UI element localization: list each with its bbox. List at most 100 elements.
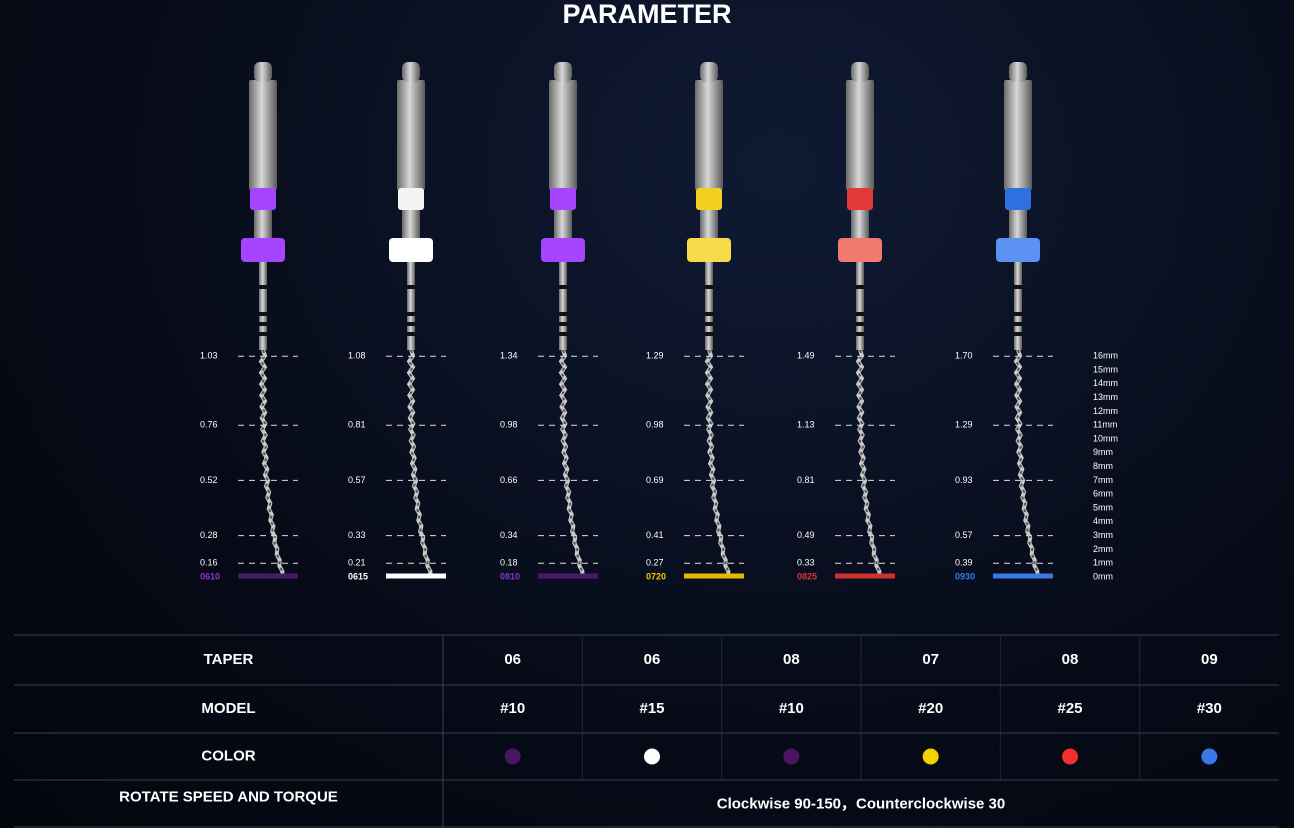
code-label: 0810: [500, 571, 520, 581]
stopper: [541, 238, 585, 262]
cell: #10: [779, 700, 804, 717]
wire: [258, 349, 285, 578]
scale-label: 1mm: [1093, 558, 1113, 568]
diameter-label: 0.49: [797, 530, 815, 540]
diameter-label: 0.81: [348, 420, 366, 430]
wire: [704, 349, 731, 578]
shaft-band: [407, 332, 415, 336]
row-label: MODEL: [201, 700, 255, 717]
cell: #20: [918, 700, 943, 717]
code-label: 0930: [955, 571, 975, 581]
diameter-label: 0.18: [500, 558, 518, 568]
ring: [696, 188, 722, 210]
diameter-label: 1.08: [348, 351, 366, 361]
shaft: [705, 262, 713, 350]
diameter-label: 0.39: [955, 558, 973, 568]
code-bar: [835, 573, 895, 579]
diameter-label: 0.66: [500, 475, 518, 485]
scale-label: 15mm: [1093, 364, 1118, 374]
scale-label: 3mm: [1093, 530, 1113, 540]
cell: 09: [1201, 651, 1218, 668]
handle-top: [254, 62, 272, 82]
color-swatch: [644, 748, 660, 765]
stopper: [241, 238, 285, 262]
diameter-label: 0.76: [200, 420, 218, 430]
handle-top: [851, 62, 869, 82]
ring: [398, 188, 424, 210]
code-bar: [238, 573, 298, 579]
neck: [554, 210, 572, 240]
diameter-label: 0.81: [797, 475, 815, 485]
handle: [1004, 80, 1032, 190]
code-label: 0720: [646, 571, 666, 581]
shaft: [559, 262, 567, 350]
shaft-band: [259, 285, 267, 289]
file: 1.70 1.29 0.93 0.57 0.39 0930: [955, 62, 1053, 581]
wire-twist: [407, 349, 432, 578]
scale-label: 12mm: [1093, 406, 1118, 416]
shaft-band: [559, 285, 567, 289]
file: 1.49 1.13 0.81 0.49 0.33 0825: [797, 62, 895, 581]
scale-label: 9mm: [1093, 447, 1113, 457]
scale-label: 10mm: [1093, 433, 1118, 443]
shaft-band: [856, 332, 864, 336]
handle: [695, 80, 723, 190]
stopper: [687, 238, 731, 262]
shaft-band: [705, 285, 713, 289]
row-label: TAPER: [204, 651, 254, 668]
cell: 08: [783, 651, 800, 668]
diameter-label: 0.57: [955, 530, 973, 540]
row-label: ROTATE SPEED AND TORQUE: [119, 788, 338, 805]
shaft: [1014, 262, 1022, 350]
diameter-label: 0.52: [200, 475, 218, 485]
diameter-label: 0.28: [200, 530, 218, 540]
scale-label: 7mm: [1093, 475, 1113, 485]
handle-top: [402, 62, 420, 82]
shaft-band: [856, 322, 864, 326]
cell: 07: [922, 651, 939, 668]
wire: [558, 349, 585, 578]
cell: #15: [639, 700, 664, 717]
color-swatch: [504, 748, 521, 765]
handle: [397, 80, 425, 190]
title: PARAMETER: [562, 0, 731, 29]
diameter-label: 0.93: [955, 475, 973, 485]
scale-label: 6mm: [1093, 489, 1113, 499]
handle: [249, 80, 277, 190]
color-swatch: [922, 748, 939, 765]
cell: #25: [1057, 700, 1082, 717]
cell: 06: [644, 651, 661, 668]
wire: [855, 349, 882, 578]
shaft-band: [559, 332, 567, 336]
diameter-label: 0.33: [348, 530, 366, 540]
cell: 08: [1062, 651, 1079, 668]
diameter-label: 1.03: [200, 351, 218, 361]
shaft-band: [856, 285, 864, 289]
shaft: [856, 262, 864, 350]
stopper: [996, 238, 1040, 262]
diameter-label: 0.69: [646, 475, 664, 485]
diameter-label: 1.13: [797, 420, 815, 430]
diameter-label: 1.49: [797, 351, 815, 361]
diameter-label: 0.16: [200, 558, 218, 568]
diameter-label: 1.70: [955, 351, 973, 361]
shaft-band: [259, 332, 267, 336]
wire-twist: [259, 349, 284, 578]
diameter-label: 1.34: [500, 351, 518, 361]
shaft-band: [559, 312, 567, 316]
shaft-band: [1014, 332, 1022, 336]
handle-top: [1009, 62, 1027, 82]
color-swatch: [1201, 748, 1218, 765]
shaft-band: [1014, 312, 1022, 316]
neck: [402, 210, 420, 240]
shaft-band: [705, 332, 713, 336]
scale-label: 4mm: [1093, 516, 1113, 526]
code-label: 0615: [348, 571, 368, 581]
wire-twist: [1014, 349, 1039, 578]
file: 1.29 0.98 0.69 0.41 0.27 0720: [646, 62, 744, 581]
wire: [1013, 349, 1040, 578]
cell: #30: [1197, 700, 1222, 717]
neck: [254, 210, 272, 240]
wire-twist: [559, 349, 584, 578]
ring: [1005, 188, 1031, 210]
